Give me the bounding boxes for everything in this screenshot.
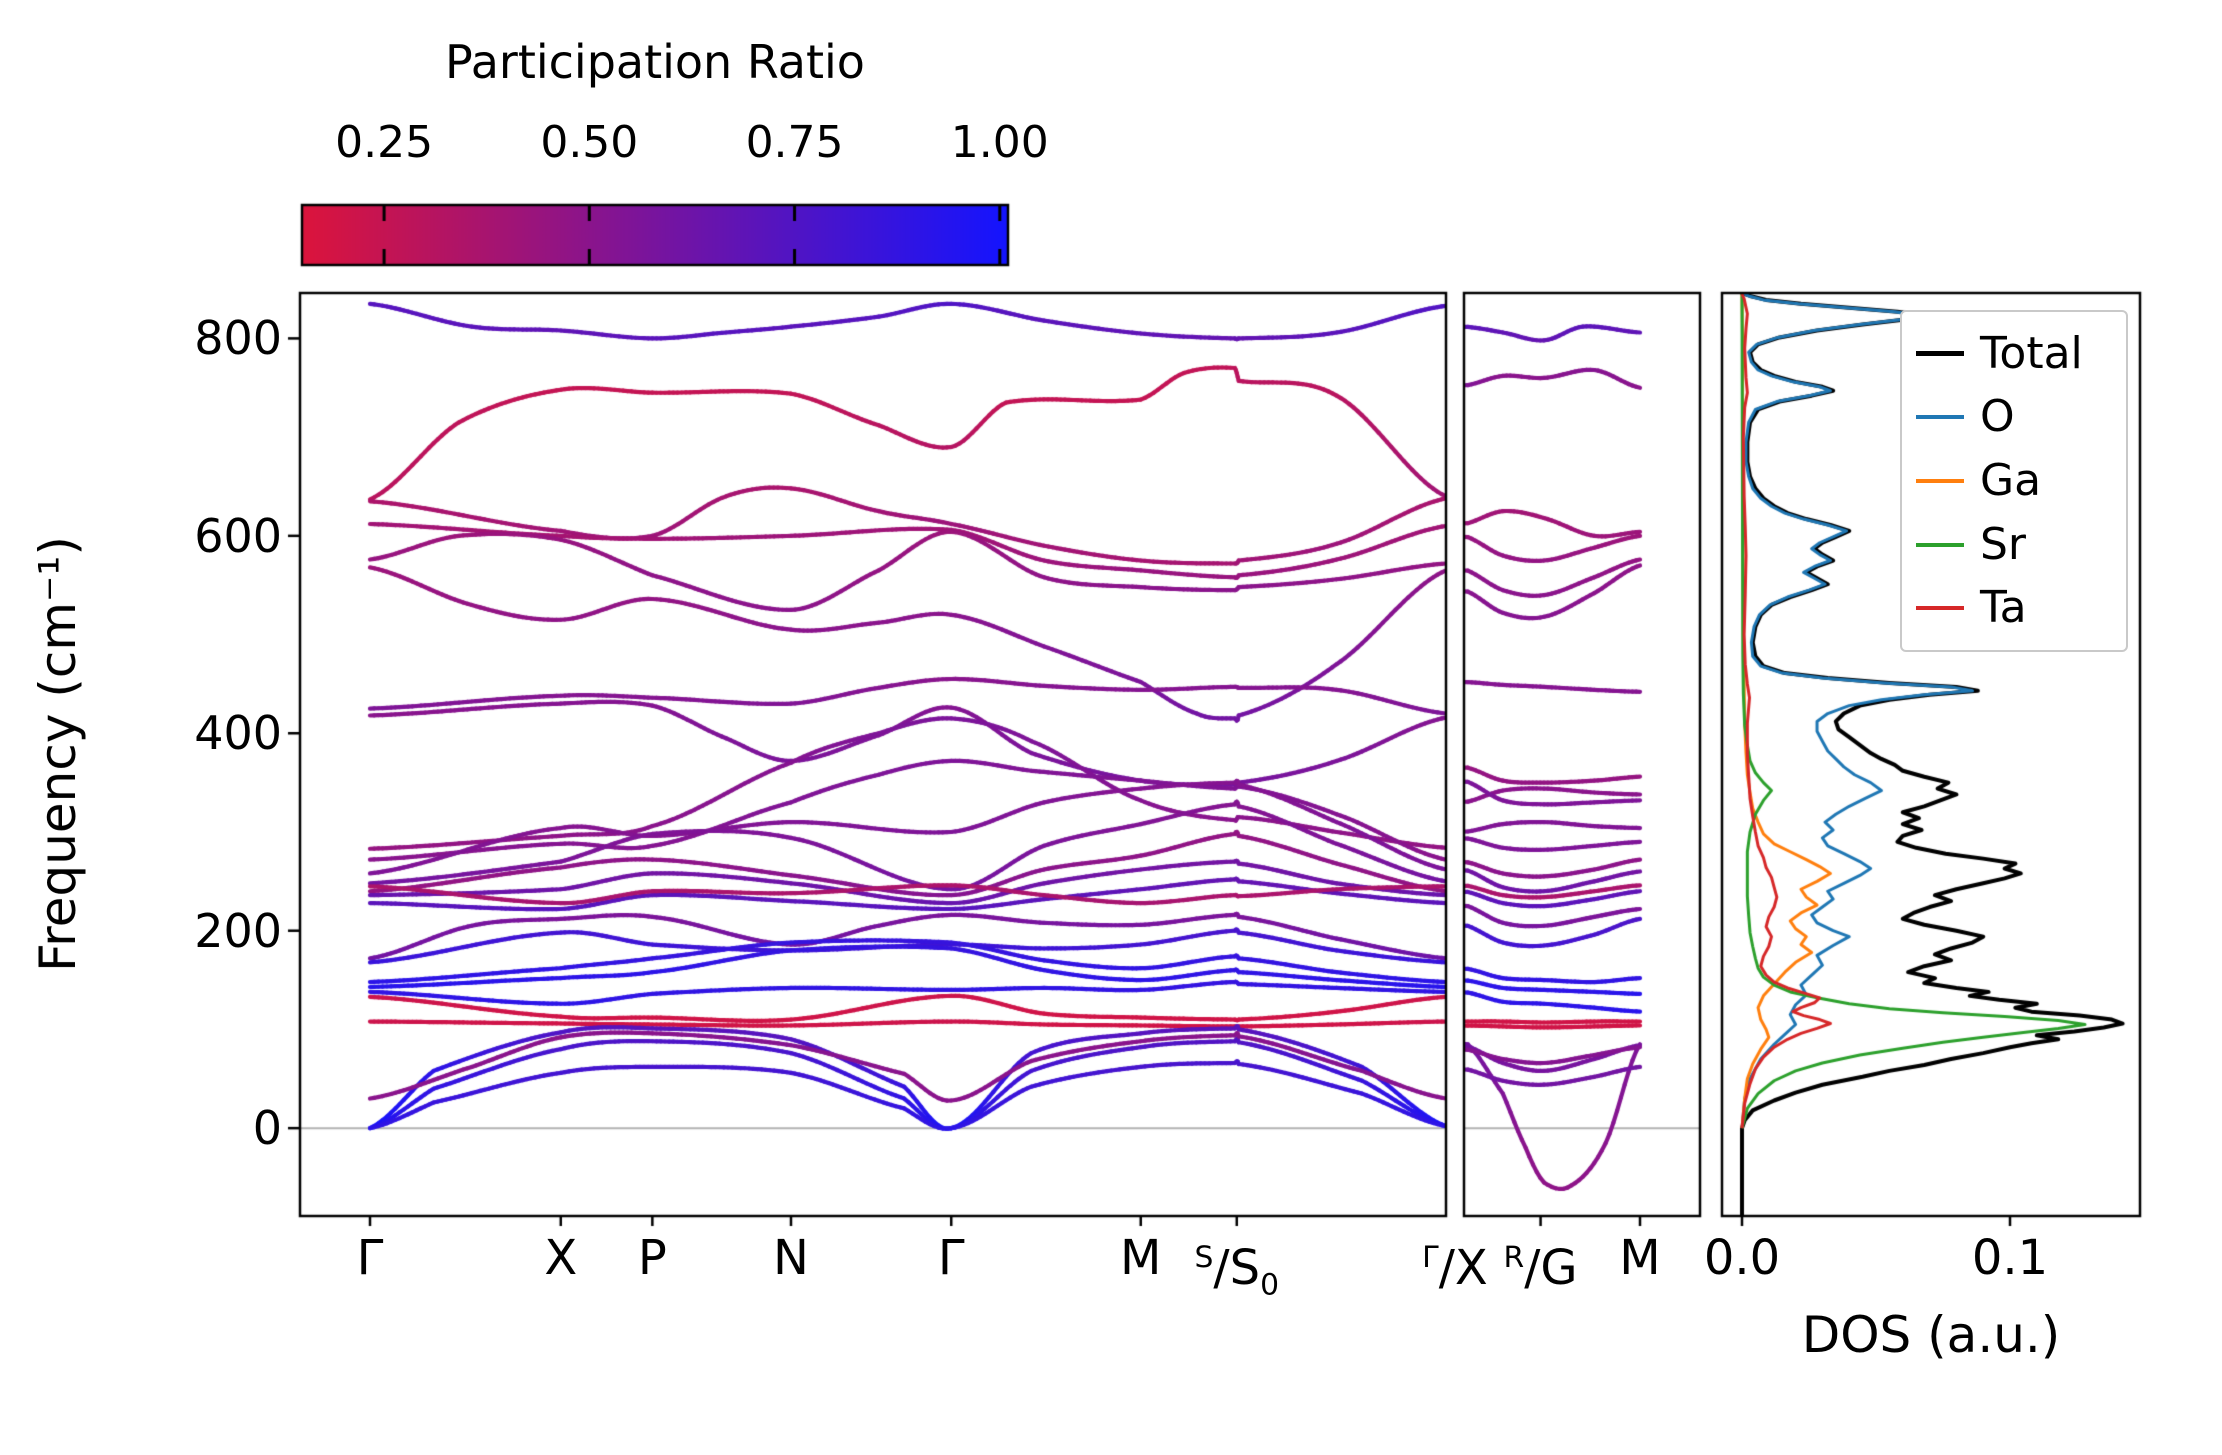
dos-legend: Total O Ga Sr Ta — [1900, 310, 2128, 652]
dos-tick-0.0: 0.0 — [1703, 1230, 1781, 1286]
legend-label-Sr: Sr — [1980, 518, 2027, 570]
freq-tick-200: 200 — [194, 903, 282, 958]
freq-tick-600: 600 — [194, 508, 282, 563]
freq-tick-800: 800 — [194, 311, 282, 366]
legend-line-Ga — [1916, 478, 1964, 483]
kpoint-label-9: M — [1619, 1230, 1661, 1286]
legend-label-O: O — [1980, 391, 2015, 443]
freq-tick-400: 400 — [194, 706, 282, 761]
legend-label-Total: Total — [1980, 327, 2083, 379]
legend-entry-Total: Total — [1916, 327, 2126, 379]
kpoint-label-5: M — [1120, 1230, 1162, 1286]
legend-label-Ta: Ta — [1980, 582, 2027, 634]
kpoint-label-0: Γ — [356, 1230, 384, 1286]
kpoint-label-1: X — [544, 1230, 578, 1286]
frequency-axis-label: Frequency (cm⁻¹) — [29, 536, 87, 972]
colorbar-tick-0.50: 0.50 — [540, 117, 639, 168]
legend-entry-O: O — [1916, 392, 2126, 442]
legend-line-O — [1916, 415, 1964, 420]
legend-line-Sr — [1916, 542, 1964, 547]
legend-entry-Ga: Ga — [1916, 454, 2126, 506]
legend-entry-Sr: Sr — [1916, 518, 2126, 570]
kpoint-label-6: S/S0 — [1194, 1240, 1279, 1303]
kpoint-label-3: N — [773, 1230, 809, 1286]
kpoint-label-4: Γ — [937, 1230, 965, 1286]
kpoint-label-2: P — [637, 1230, 667, 1286]
legend-entry-Ta: Ta — [1916, 583, 2126, 633]
legend-line-Ta — [1916, 606, 1964, 611]
freq-tick-0: 0 — [252, 1101, 282, 1156]
colorbar-tick-0.75: 0.75 — [745, 117, 844, 168]
dos-axis-label: DOS (a.u.) — [1801, 1306, 2061, 1364]
legend-line-Total — [1916, 351, 1964, 357]
legend-label-Ga: Ga — [1980, 454, 2042, 506]
colorbar-title: Participation Ratio — [445, 35, 865, 89]
colorbar-tick-1.00: 1.00 — [950, 117, 1049, 168]
dos-tick-0.1: 0.1 — [1971, 1230, 2049, 1286]
kpoint-label-8: R/G — [1503, 1240, 1578, 1296]
kpoint-label-7: Γ/X — [1422, 1240, 1488, 1296]
colorbar-tick-0.25: 0.25 — [335, 117, 434, 168]
